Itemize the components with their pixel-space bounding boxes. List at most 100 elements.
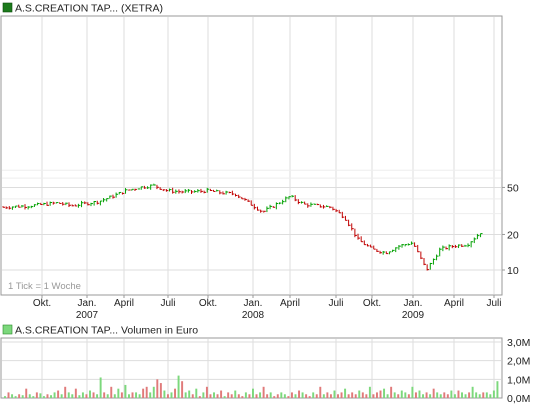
price-bars: [2, 183, 483, 271]
volume-bar-108: [386, 394, 389, 398]
vol-y-label-1: 2,0M: [507, 356, 530, 368]
volume-bar-0: [4, 396, 6, 398]
volume-y-axis: 3,0M 2,0M 1,0M 0,0M: [507, 337, 530, 405]
volume-bar-130: [464, 394, 467, 398]
volume-bar-121: [432, 388, 435, 398]
volume-bar-52: [188, 390, 191, 398]
volume-bar-115: [411, 386, 414, 398]
volume-bar-81: [290, 392, 293, 398]
x-month-label-7: Juli: [328, 298, 343, 309]
volume-bar-71: [255, 394, 258, 398]
volume-bar-100: [358, 390, 361, 398]
x-year-label-2007: 2007: [76, 310, 99, 321]
volume-bar-4: [18, 394, 21, 398]
volume-bar-7: [28, 394, 31, 398]
volume-bar-65: [234, 390, 237, 398]
x-month-label-5: Jan.: [244, 298, 263, 309]
volume-bar-112: [400, 390, 403, 398]
volume-bar-1: [7, 392, 10, 398]
volume-bar-82: [294, 394, 297, 398]
volume-bar-77: [276, 394, 279, 398]
vol-y-label-3: 0,0M: [507, 393, 530, 405]
volume-bar-103: [368, 386, 371, 398]
volume-bar-117: [418, 390, 421, 398]
y-tick-label-50: 50: [507, 182, 519, 194]
x-year-label-2008: 2008: [242, 310, 265, 321]
volume-bar-33: [120, 392, 123, 398]
volume-bar-63: [227, 392, 230, 398]
volume-bar-17: [64, 386, 67, 398]
volume-bar-66: [237, 394, 240, 398]
volume-bar-42: [152, 386, 155, 398]
volume-bar-55: [198, 396, 201, 398]
x-month-label-2: April: [114, 298, 134, 309]
volume-bar-59: [213, 392, 215, 398]
vol-y-label-0: 3,0M: [507, 337, 530, 349]
volume-bar-118: [422, 394, 425, 398]
volume-bar-2: [11, 394, 14, 398]
vol-y-label-2: 1,0M: [507, 374, 530, 386]
volume-bar-122: [436, 392, 439, 398]
x-month-label-10: April: [444, 298, 464, 309]
volume-bar-58: [209, 394, 212, 398]
volume-bar-135: [482, 392, 485, 398]
volume-bar-15: [57, 390, 60, 398]
volume-bar-57: [205, 386, 208, 398]
volume-bar-3: [14, 396, 17, 398]
volume-bar-69: [248, 394, 251, 398]
volume-bar-21: [78, 395, 81, 398]
volume-bar-116: [414, 392, 417, 398]
volume-bar-14: [53, 392, 56, 398]
volume-bar-54: [195, 388, 198, 398]
volume-bar-43: [156, 379, 159, 398]
main-legend-label: A.S.CREATION TAP... (XETRA): [15, 3, 163, 15]
volume-bar-74: [266, 394, 269, 398]
volume-bar-123: [439, 394, 442, 398]
volume-bar-30: [110, 386, 113, 398]
volume-bar-28: [103, 392, 106, 398]
volume-bar-73: [262, 386, 265, 398]
volume-bar-10: [39, 393, 42, 398]
volume-bar-101: [361, 392, 364, 398]
volume-bar-56: [202, 392, 205, 398]
volume-bar-92: [329, 394, 332, 398]
main-plot-frame: [0, 15, 503, 296]
x-month-label-1: Jan.: [78, 298, 97, 309]
volume-bar-90: [322, 394, 325, 398]
volume-bar-99: [354, 394, 357, 398]
volume-bar-64: [230, 394, 233, 398]
volume-bar-109: [390, 386, 393, 398]
volume-bar-37: [135, 392, 138, 398]
volume-bar-72: [259, 392, 262, 398]
volume-bar-41: [149, 392, 152, 398]
volume-bar-5: [21, 395, 24, 398]
volume-bar-136: [485, 392, 488, 398]
volume-bar-8: [32, 396, 35, 398]
volume-bar-129: [461, 392, 463, 398]
volume-bar-60: [216, 394, 219, 398]
volume-bar-113: [404, 392, 407, 398]
volume-bar-50: [181, 381, 184, 398]
volume-bar-87: [312, 392, 315, 398]
x-month-label-6: April: [280, 298, 300, 309]
volume-bar-49: [177, 375, 180, 398]
volume-bar-62: [223, 396, 226, 398]
volume-bar-44: [159, 383, 162, 398]
volume-bar-34: [124, 384, 127, 398]
x-month-label-0: Okt.: [33, 298, 51, 309]
volume-bar-94: [337, 394, 339, 398]
volume-bar-45: [163, 390, 166, 398]
volume-bar-36: [131, 392, 134, 398]
x-year-label-2009: 2009: [402, 310, 425, 321]
x-month-label-11: Juli: [486, 298, 501, 309]
volume-bar-119: [425, 392, 428, 398]
volume-bar-137: [489, 394, 492, 398]
volume-bar-110: [393, 392, 396, 398]
volume-bar-20: [74, 388, 77, 398]
volume-bar-126: [450, 390, 453, 398]
volume-bar-16: [60, 394, 63, 398]
volume-bar-29: [106, 394, 109, 398]
volume-bar-86: [308, 396, 311, 398]
x-month-label-9: Jan.: [404, 298, 423, 309]
volume-bar-80: [287, 396, 290, 398]
